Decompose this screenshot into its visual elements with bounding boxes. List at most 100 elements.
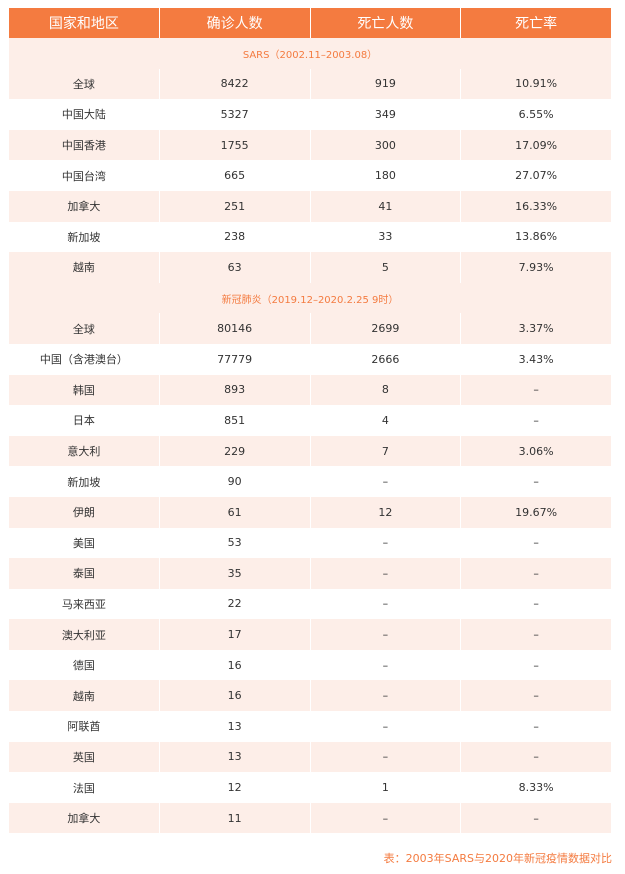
caption: 表：2003年SARS与2020年新冠疫情数据对比 — [383, 852, 612, 865]
cell: 8 — [309, 374, 462, 406]
data-row: 日本 851 4– — [8, 405, 612, 436]
cell: 2699 — [309, 313, 462, 344]
cell: 马来西亚 — [8, 588, 160, 620]
data-row: 德国 16– – — [8, 649, 612, 681]
data-row: 阿联酋 13– – — [8, 711, 612, 742]
cell: 5327 — [158, 99, 311, 130]
cell: – — [460, 802, 612, 834]
cell: 300 — [309, 129, 462, 161]
cell: – — [460, 558, 612, 589]
cell: – — [460, 527, 612, 559]
cell: 16.33% — [460, 190, 612, 222]
cell: 35 — [158, 558, 311, 589]
cell: 3.06% — [460, 435, 612, 467]
data-row: 越南 63 5 7.93% — [8, 252, 612, 283]
cell: 27.07% — [460, 160, 612, 191]
cell: 8422 — [158, 68, 311, 100]
cell: 63 — [158, 252, 311, 283]
column-header: 死亡率 — [460, 8, 612, 38]
data-row: 英国 13– – — [8, 741, 612, 773]
data-row: 中国大陆 5327 349 6.55% — [8, 99, 612, 130]
cell: 80146 — [158, 313, 311, 344]
cell: 越南 — [8, 252, 160, 283]
cell: – — [309, 619, 462, 650]
section-title: SARS（2002.11–2003.08） — [8, 38, 612, 69]
cell: 53 — [158, 527, 311, 559]
cell: 2666 — [309, 343, 462, 375]
cell: – — [460, 649, 612, 681]
data-row: 全球 8422 919 10.91% — [8, 68, 612, 100]
cell: 中国（含港澳台） — [8, 343, 160, 375]
data-row: 意大利 229 7 3.06% — [8, 435, 612, 467]
cell: 33 — [309, 221, 462, 253]
cell: 日本 — [8, 405, 160, 436]
data-row: 越南 16– – — [8, 680, 612, 712]
cell: 11 — [158, 802, 311, 834]
cell: – — [309, 802, 462, 834]
data-row: 加拿大 11– – — [8, 802, 612, 834]
cell: 澳大利亚 — [8, 619, 160, 650]
cell: 4 — [309, 405, 462, 436]
cell: 越南 — [8, 680, 160, 712]
data-table: 国家和地区 确诊人数 死亡人数 死亡率 SARS（2002.11–2003.08） 全球… — [8, 8, 612, 834]
cell: – — [460, 588, 612, 620]
cell: – — [460, 680, 612, 712]
data-row: 马来西亚 22– – — [8, 588, 612, 620]
data-row: 新加坡 238 33 13.86% — [8, 221, 612, 253]
section-title: 新冠肺炎（2019.12–2020.2.25 9时） — [8, 282, 612, 314]
cell: 加拿大 — [8, 802, 160, 834]
cell: 12 — [309, 496, 462, 528]
data-row: 加拿大 251 41 16.33% — [8, 190, 612, 222]
cell: – — [460, 405, 612, 436]
column-header: 确诊人数 — [158, 8, 311, 38]
cell: 19.67% — [460, 496, 612, 528]
cell: 7.93% — [460, 252, 612, 283]
section-row: 新冠肺炎（2019.12–2020.2.25 9时） — [8, 282, 612, 314]
cell: 16 — [158, 680, 311, 712]
cell: 17 — [158, 619, 311, 650]
cell: – — [309, 558, 462, 589]
cell: – — [460, 374, 612, 406]
data-row: 中国（含港澳台） 77779 2666 3.43% — [8, 343, 612, 375]
cell: 美国 — [8, 527, 160, 559]
cell: 90 — [158, 466, 311, 497]
header-row: 国家和地区 确诊人数 死亡人数 死亡率 — [8, 8, 612, 38]
cell: – — [309, 466, 462, 497]
cell: 22 — [158, 588, 311, 620]
cell: – — [309, 741, 462, 773]
cell: 全球 — [8, 68, 160, 100]
cell: 法国 — [8, 772, 160, 803]
cell: 德国 — [8, 649, 160, 681]
cell: 3.37% — [460, 313, 612, 344]
cell: 10.91% — [460, 68, 612, 100]
cell: 中国台湾 — [8, 160, 160, 191]
cell: – — [460, 741, 612, 773]
cell: 229 — [158, 435, 311, 467]
cell: 8.33% — [460, 772, 612, 803]
data-row: 伊朗 61 12 19.67% — [8, 496, 612, 528]
cell: – — [309, 649, 462, 681]
data-row: 澳大利亚 17– – — [8, 619, 612, 650]
cell: 加拿大 — [8, 190, 160, 222]
cell: 41 — [309, 190, 462, 222]
data-row: 中国台湾 665 180 27.07% — [8, 160, 612, 191]
column-header: 死亡人数 — [309, 8, 462, 38]
cell: 中国香港 — [8, 129, 160, 161]
cell: – — [309, 680, 462, 712]
cell: 77779 — [158, 343, 311, 375]
data-row: 美国 53– – — [8, 527, 612, 559]
cell: 12 — [158, 772, 311, 803]
cell: 851 — [158, 405, 311, 436]
cell: 13 — [158, 741, 311, 773]
section-row: SARS（2002.11–2003.08） — [8, 38, 612, 69]
column-header: 国家和地区 — [8, 8, 160, 38]
cell: 意大利 — [8, 435, 160, 467]
data-row: 新加坡 90– – — [8, 466, 612, 497]
cell: 5 — [309, 252, 462, 283]
data-row: 泰国 35– – — [8, 558, 612, 589]
cell: – — [460, 466, 612, 497]
data-row: 韩国 893 8– — [8, 374, 612, 406]
cell: 238 — [158, 221, 311, 253]
cell: 1755 — [158, 129, 311, 161]
